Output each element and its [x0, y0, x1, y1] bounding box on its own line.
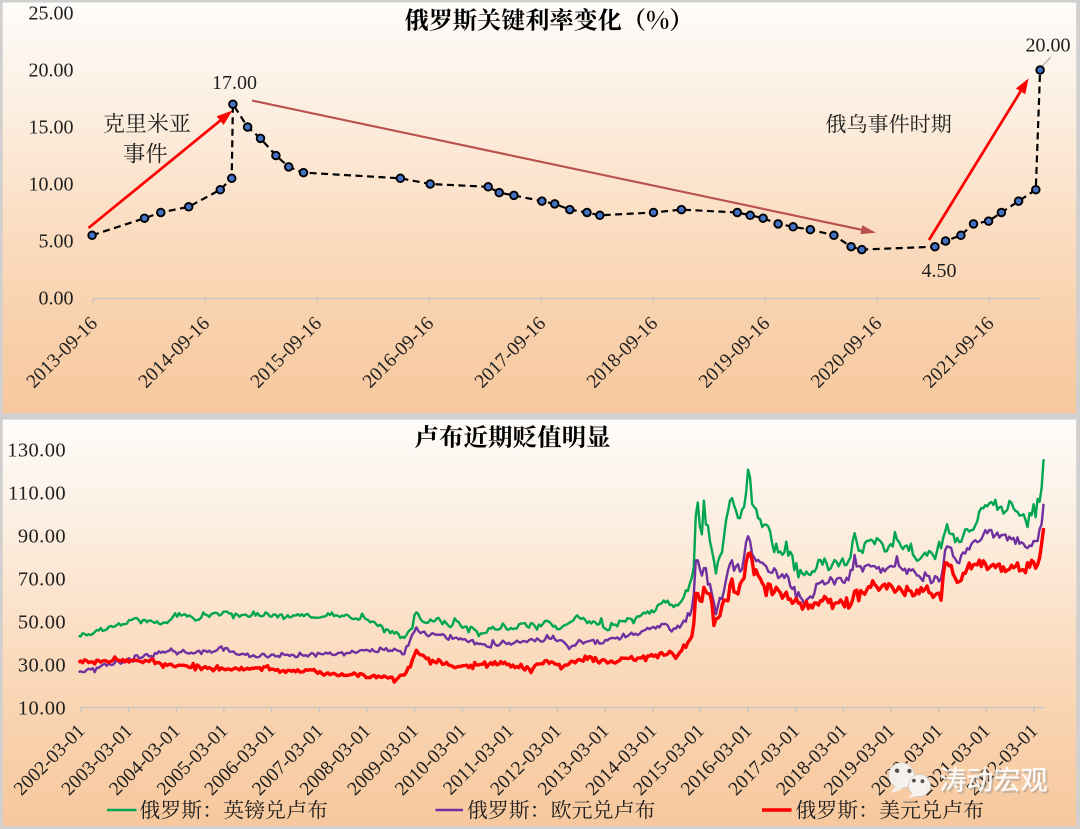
svg-text:70.00: 70.00	[18, 568, 66, 590]
svg-text:90.00: 90.00	[18, 525, 66, 547]
svg-text:30.00: 30.00	[18, 654, 66, 676]
svg-text:20.00: 20.00	[29, 60, 74, 82]
svg-text:50.00: 50.00	[18, 611, 66, 633]
svg-text:130.00: 130.00	[7, 439, 66, 461]
svg-text:5.00: 5.00	[39, 231, 74, 253]
svg-text:0.00: 0.00	[39, 288, 74, 310]
svg-text:10.00: 10.00	[18, 697, 66, 719]
svg-text:20.00: 20.00	[1026, 35, 1071, 57]
svg-text:17.00: 17.00	[212, 72, 257, 94]
svg-text:25.00: 25.00	[29, 3, 74, 25]
svg-text:10.00: 10.00	[29, 174, 74, 196]
svg-text:110.00: 110.00	[8, 482, 66, 504]
svg-text:15.00: 15.00	[29, 117, 74, 139]
svg-text:4.50: 4.50	[922, 260, 957, 282]
